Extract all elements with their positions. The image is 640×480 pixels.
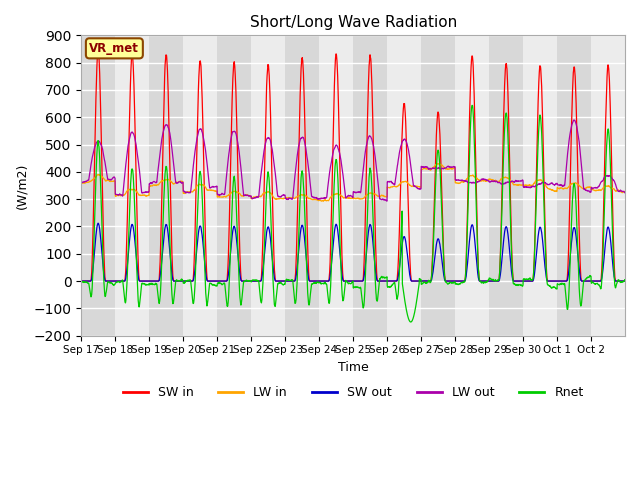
Rnet xyxy=(517,282,525,288)
Text: VR_met: VR_met xyxy=(90,42,140,55)
Bar xyxy=(251,36,285,336)
SW in xyxy=(94,47,102,52)
SW in xyxy=(77,278,85,284)
LW in xyxy=(249,194,257,200)
SW out xyxy=(250,278,257,284)
Rnet xyxy=(548,285,556,291)
Bar xyxy=(217,36,251,336)
Rnet xyxy=(249,277,257,283)
SW in xyxy=(250,278,257,284)
Bar xyxy=(591,36,625,336)
SW out xyxy=(77,278,85,284)
Line: LW in: LW in xyxy=(81,164,625,201)
Legend: SW in, LW in, SW out, LW out, Rnet: SW in, LW in, SW out, LW out, Rnet xyxy=(118,382,589,405)
Bar xyxy=(353,36,387,336)
LW in xyxy=(132,188,140,193)
Title: Short/Long Wave Radiation: Short/Long Wave Radiation xyxy=(250,15,457,30)
SW in xyxy=(621,278,629,284)
SW out xyxy=(94,220,102,226)
SW in xyxy=(386,278,394,284)
Bar xyxy=(455,36,489,336)
LW out xyxy=(383,198,391,204)
LW in xyxy=(548,187,556,192)
X-axis label: Time: Time xyxy=(338,361,369,374)
SW in xyxy=(132,162,140,168)
Bar xyxy=(81,36,115,336)
SW out xyxy=(614,278,621,284)
LW out xyxy=(249,195,257,201)
LW in xyxy=(386,185,394,191)
LW in xyxy=(77,180,85,186)
LW out xyxy=(614,188,621,194)
SW out xyxy=(386,278,394,284)
SW out xyxy=(621,278,629,284)
LW out xyxy=(517,178,525,184)
Rnet xyxy=(621,277,629,283)
LW out xyxy=(548,180,556,186)
Line: SW in: SW in xyxy=(81,49,625,281)
SW in xyxy=(517,278,525,284)
Bar xyxy=(489,36,523,336)
Rnet xyxy=(132,231,140,237)
LW in xyxy=(621,189,629,194)
Bar xyxy=(115,36,149,336)
Rnet xyxy=(468,103,476,108)
SW in xyxy=(614,278,621,284)
Rnet xyxy=(407,319,415,325)
Rnet xyxy=(386,285,394,290)
Bar xyxy=(387,36,421,336)
LW out xyxy=(77,179,85,185)
LW in xyxy=(517,182,525,188)
LW in xyxy=(434,161,442,167)
Line: SW out: SW out xyxy=(81,223,625,281)
Bar xyxy=(557,36,591,336)
Rnet xyxy=(614,278,621,284)
SW out xyxy=(548,278,556,284)
Y-axis label: (W/m2): (W/m2) xyxy=(15,162,28,209)
Rnet xyxy=(77,279,85,285)
Bar xyxy=(149,36,183,336)
Bar xyxy=(523,36,557,336)
LW in xyxy=(614,188,621,193)
SW out xyxy=(132,249,140,255)
Line: Rnet: Rnet xyxy=(81,106,625,322)
Bar xyxy=(285,36,319,336)
LW in xyxy=(317,198,325,204)
Line: LW out: LW out xyxy=(81,120,625,201)
LW out xyxy=(621,190,629,195)
LW out xyxy=(570,117,578,123)
SW out xyxy=(517,278,525,284)
LW out xyxy=(132,139,140,145)
SW in xyxy=(548,278,556,284)
LW out xyxy=(386,179,394,184)
Bar xyxy=(421,36,455,336)
Bar xyxy=(319,36,353,336)
Bar xyxy=(183,36,217,336)
